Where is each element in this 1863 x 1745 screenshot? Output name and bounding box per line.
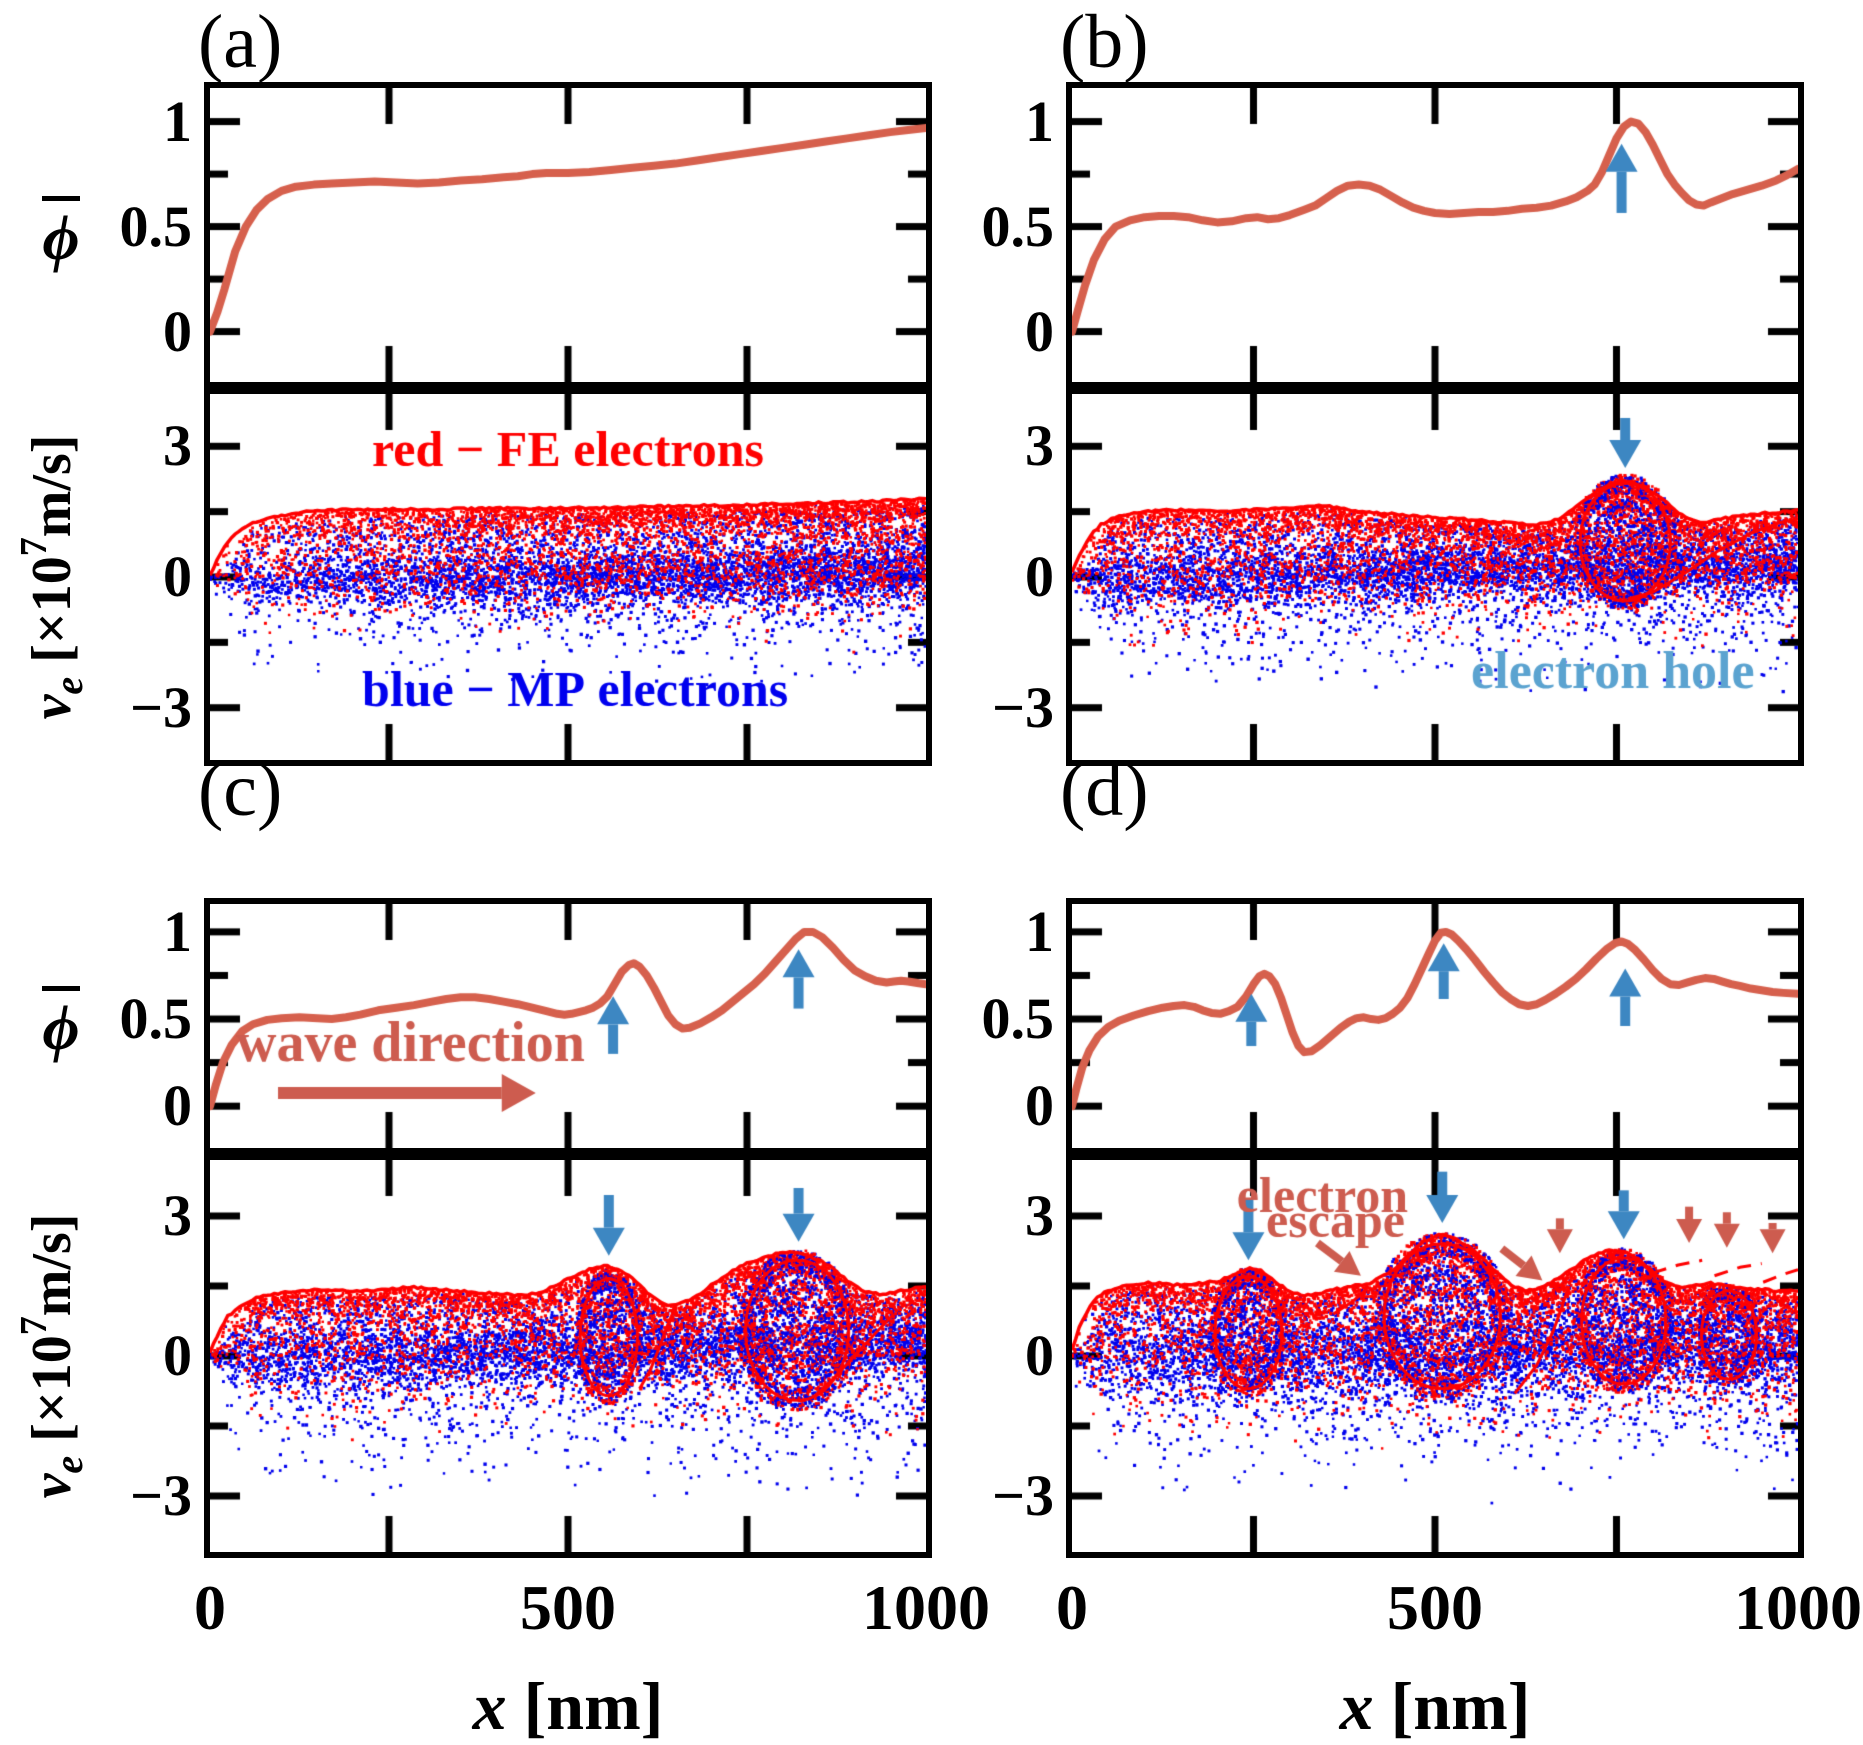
panel-b-ve-plot (1066, 388, 1804, 766)
panel-b-phi-tick-1: 1 (1025, 88, 1054, 154)
panel-a-ve-tick-−3: −3 (129, 674, 192, 740)
panel-c-ve-tick-3: 3 (163, 1183, 192, 1248)
panel-a-ve-tick-0: 0 (163, 544, 192, 609)
panel-a-ve-canvas (210, 394, 926, 760)
panel-d-phi-tick-1: 1 (1025, 898, 1054, 964)
panel-d-phi-plot (1066, 898, 1804, 1154)
panel-d-ve-tick-3: 3 (1025, 1183, 1054, 1248)
x-unit: [nm] (523, 1668, 664, 1744)
panel-c-phi-canvas (210, 904, 926, 1148)
x-var: x (1339, 1668, 1374, 1744)
panel-c-phi-tick-0.5: 0.5 (119, 986, 193, 1052)
x-axis-label-left: x [nm] (473, 1672, 664, 1740)
panel-a-phi-tick-1: 1 (163, 88, 192, 154)
panel-a-label: (a) (198, 0, 283, 84)
panel-b-ve-tick-0: 0 (1025, 544, 1054, 609)
panel-b-label: (b) (1060, 0, 1149, 84)
panel-a-ve-plot (204, 388, 932, 766)
panel-d-x-tick-0: 0 (1056, 1572, 1088, 1643)
panel-b-phi-tick-0: 0 (1025, 298, 1054, 364)
panel-a-ve-tick-3: 3 (163, 413, 192, 479)
panel-d-phi-tick-0.5: 0.5 (981, 986, 1055, 1052)
x-var: x (472, 1668, 507, 1744)
panel-a-phi-canvas (210, 88, 926, 382)
phi-bar-symbol: ϕ (42, 196, 80, 269)
panel-d-ve-tick-−3: −3 (991, 1463, 1054, 1528)
panel-c-phi-tick-1: 1 (163, 898, 192, 964)
panel-d-ve-canvas (1072, 1160, 1798, 1552)
panel-c-phi-plot (204, 898, 932, 1154)
panel-c-ve-canvas (210, 1160, 926, 1552)
panel-d-phi-canvas (1072, 904, 1798, 1148)
panel-c-ve-tick-−3: −3 (129, 1463, 192, 1528)
panel-b-ve-canvas (1072, 394, 1798, 760)
panel-a-phi-plot (204, 82, 932, 388)
panel-d-ve-tick-0: 0 (1025, 1323, 1054, 1388)
panel-c-x-tick-0: 0 (194, 1572, 226, 1643)
panel-b-ve-tick-−3: −3 (991, 674, 1054, 740)
panel-c-phi-tick-0: 0 (163, 1073, 192, 1139)
panel-b-phi-canvas (1072, 88, 1798, 382)
panel-d-phi-tick-0: 0 (1025, 1073, 1054, 1139)
panel-a-phi-tick-0.5: 0.5 (119, 193, 193, 259)
x-axis-label-right: x [nm] (1340, 1672, 1531, 1740)
panel-c-x-tick-1000: 1000 (862, 1572, 990, 1643)
panel-c-ve-plot (204, 1154, 932, 1558)
x-unit: [nm] (1390, 1668, 1531, 1744)
panel-d-ve-plot (1066, 1154, 1804, 1558)
phi-axis-label-row1: ϕ (16, 196, 106, 270)
panel-b-ve-tick-3: 3 (1025, 413, 1054, 479)
panel-b-phi-plot (1066, 82, 1804, 388)
panel-b-phi-tick-0.5: 0.5 (981, 193, 1055, 259)
phi-bar-symbol: ϕ (42, 986, 80, 1059)
panel-d-x-tick-500: 500 (1387, 1572, 1483, 1643)
phi-axis-label-row2: ϕ (16, 986, 106, 1060)
panel-c-x-tick-500: 500 (520, 1572, 616, 1643)
panel-c-ve-tick-0: 0 (163, 1323, 192, 1388)
panel-a-phi-tick-0: 0 (163, 298, 192, 364)
panel-d-x-tick-1000: 1000 (1734, 1572, 1862, 1643)
